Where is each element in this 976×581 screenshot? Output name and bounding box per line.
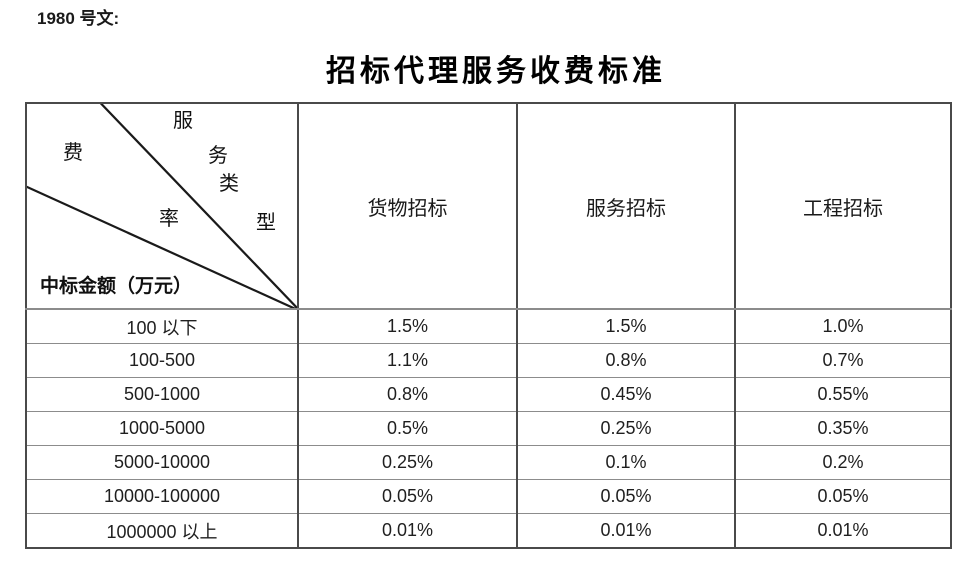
fee-standard-table: 服 务 类 型 费 率 中标金额（万元） 货物招标 服务招标 工程招标 100 … xyxy=(25,102,952,549)
row-label: 5000-10000 xyxy=(25,445,299,480)
column-header-service-bidding: 服务招标 xyxy=(516,103,736,310)
table-row: 100 以下 1.5% 1.5% 1.0% xyxy=(25,308,952,344)
fee-cell-services: 0.25% xyxy=(516,411,736,446)
fee-cell-works: 0.7% xyxy=(734,343,952,378)
fee-cell-goods: 1.5% xyxy=(297,308,518,344)
corner-service-type-char-2: 务 xyxy=(208,145,228,167)
row-label: 100-500 xyxy=(25,343,299,378)
row-label: 100 以下 xyxy=(25,308,299,344)
fee-cell-goods: 0.5% xyxy=(297,411,518,446)
fee-cell-services: 1.5% xyxy=(516,308,736,344)
fee-cell-works: 0.35% xyxy=(734,411,952,446)
table-header-row: 服 务 类 型 费 率 中标金额（万元） 货物招标 服务招标 工程招标 xyxy=(25,103,952,310)
fee-cell-works: 0.2% xyxy=(734,445,952,480)
column-header-goods-bidding: 货物招标 xyxy=(297,103,518,310)
fee-cell-goods: 0.05% xyxy=(297,479,518,514)
fee-cell-works: 0.55% xyxy=(734,377,952,412)
corner-service-type-char-3: 类 xyxy=(219,173,239,195)
row-label: 500-1000 xyxy=(25,377,299,412)
page-title: 招标代理服务收费标准 xyxy=(326,55,666,88)
table-row: 500-1000 0.8% 0.45% 0.55% xyxy=(25,377,952,412)
row-label: 1000-5000 xyxy=(25,411,299,446)
row-label: 1000000 以上 xyxy=(25,513,299,549)
diagonal-split-lines xyxy=(28,104,296,307)
fee-cell-works: 0.05% xyxy=(734,479,952,514)
fee-cell-works: 1.0% xyxy=(734,308,952,344)
table-row: 1000000 以上 0.01% 0.01% 0.01% xyxy=(25,513,952,549)
fee-cell-services: 0.01% xyxy=(516,513,736,549)
fee-cell-services: 0.05% xyxy=(516,479,736,514)
fee-cell-goods: 1.1% xyxy=(297,343,518,378)
document-reference: 1980 号文: xyxy=(37,9,120,28)
table-row: 5000-10000 0.25% 0.1% 0.2% xyxy=(25,445,952,480)
fee-cell-services: 0.8% xyxy=(516,343,736,378)
corner-service-type-char-4: 型 xyxy=(256,212,276,234)
fee-cell-works: 0.01% xyxy=(734,513,952,549)
corner-service-type-char-1: 服 xyxy=(173,110,193,132)
corner-fee-rate-char-1: 费 xyxy=(63,142,83,164)
fee-cell-services: 0.1% xyxy=(516,445,736,480)
fee-cell-goods: 0.25% xyxy=(297,445,518,480)
fee-cell-goods: 0.01% xyxy=(297,513,518,549)
fee-cell-goods: 0.8% xyxy=(297,377,518,412)
diagonal-header-cell: 服 务 类 型 费 率 中标金额（万元） xyxy=(25,103,299,310)
table-row: 1000-5000 0.5% 0.25% 0.35% xyxy=(25,411,952,446)
fee-cell-services: 0.45% xyxy=(516,377,736,412)
table-row: 10000-100000 0.05% 0.05% 0.05% xyxy=(25,479,952,514)
corner-amount-label: 中标金额（万元） xyxy=(40,276,193,297)
table-row: 100-500 1.1% 0.8% 0.7% xyxy=(25,343,952,378)
column-header-works-bidding: 工程招标 xyxy=(734,103,952,310)
diagonal-header-box: 服 务 类 型 费 率 中标金额（万元） xyxy=(28,104,296,307)
row-label: 10000-100000 xyxy=(25,479,299,514)
corner-fee-rate-char-2: 率 xyxy=(159,208,179,230)
